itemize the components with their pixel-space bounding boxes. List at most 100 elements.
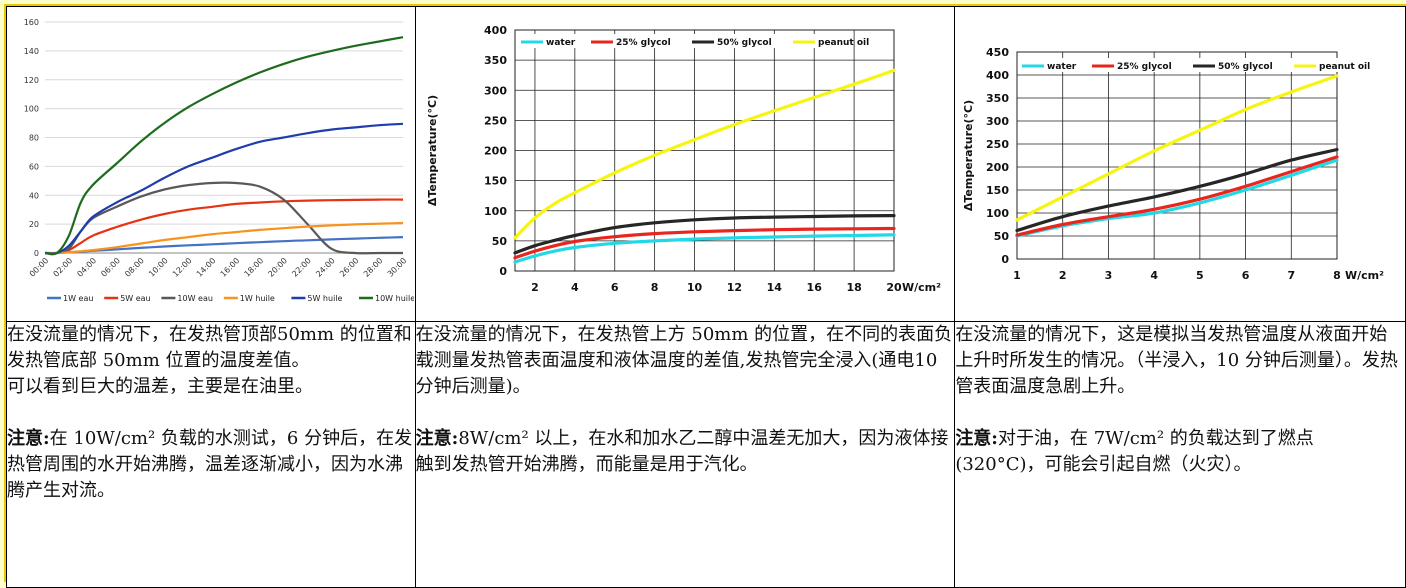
x-tick-label: 5	[1196, 269, 1204, 282]
x-tick-label: 22:00	[290, 256, 313, 279]
y-tick-label: 20	[29, 220, 39, 229]
y-tick-label: 40	[29, 191, 39, 200]
series-line	[44, 221, 404, 255]
legend-label: 50% glycol	[1218, 62, 1273, 72]
y-tick-label: 250	[484, 114, 507, 127]
x-tick-label: 4	[571, 281, 579, 294]
x-tick-label: 14:00	[195, 256, 218, 279]
text-cell-1: 在没流量的情况下，在发热管顶部50mm 的位置和发热管底部 50mm 位置的温度…	[6, 321, 416, 588]
series-line	[513, 214, 896, 255]
legend-label: peanut oil	[818, 38, 869, 48]
x-tick-label: 1	[1013, 269, 1021, 282]
col1-note: 注意:在 10W/cm² 负载的水测试，6 分钟后，在发热管周围的水开始沸腾，温…	[7, 426, 415, 504]
x-tick-label: 2	[531, 281, 539, 294]
series-line	[513, 233, 896, 264]
y-tick-label: 50	[994, 230, 1010, 243]
y-tick-label: 150	[484, 175, 507, 188]
plot-frame	[1016, 51, 1338, 260]
x-tick-label: 24:00	[314, 256, 337, 279]
y-tick-label: 120	[24, 76, 39, 85]
col1-observation: 可以看到巨大的温差，主要是在油里。	[7, 376, 313, 397]
legend-label: 25% glycol	[616, 38, 671, 48]
y-tick-label: 0	[499, 265, 507, 278]
series-line	[1015, 147, 1339, 233]
series-line	[44, 198, 404, 255]
text-cell-3: 在没流量的情况下，这是模拟当发热管温度从液面开始上升时所发生的情况。（半浸入，1…	[954, 321, 1406, 588]
series-line	[1015, 74, 1339, 222]
y-tick-label: 300	[484, 84, 507, 97]
x-tick-label: 10:00	[147, 256, 170, 279]
x-tick-label: 18:00	[243, 256, 266, 279]
x-tick-label: 16	[806, 281, 822, 294]
legend-label: 10W eau	[177, 294, 213, 303]
legend-label: 1W huile	[240, 294, 275, 303]
x-tick-label: 6	[1242, 269, 1250, 282]
x-axis-title: W/cm²	[1345, 269, 1384, 282]
plot-frame	[514, 29, 895, 272]
legend-label: 1W eau	[63, 294, 93, 303]
x-tick-label: 02:00	[52, 256, 75, 279]
legend-label: 10W huile	[375, 294, 414, 303]
x-tick-label: 16:00	[219, 256, 242, 279]
y-tick-label: 80	[29, 134, 39, 143]
legend-label: 50% glycol	[717, 38, 772, 48]
col3-note-text: 对于油，在 7W/cm² 的负载达到了燃点 (320°C)，可能会引起自燃（火灾…	[955, 428, 1314, 475]
col2-note-label: 注意:	[415, 428, 459, 449]
x-tick-label: 26:00	[338, 256, 361, 279]
comparison-table: 0 20 40 60 80 100 120 140 160 00:00 02:00 04:00 06:0…	[6, 6, 1406, 588]
legend-background	[1018, 58, 1349, 72]
y-tick-label: 400	[484, 24, 507, 37]
x-tick-label: 8	[650, 281, 658, 294]
series-line	[44, 236, 404, 255]
series-line	[44, 36, 404, 256]
y-axis-title: ΔTemperature(°C)	[962, 100, 975, 211]
x-tick-label: 12	[726, 281, 741, 294]
y-tick-label: 160	[24, 18, 39, 27]
y-tick-label: 150	[986, 184, 1009, 197]
y-tick-label: 450	[986, 46, 1009, 59]
x-tick-label: 12:00	[171, 256, 194, 279]
y-tick-label: 350	[986, 92, 1009, 105]
col3-note: 注意:对于油，在 7W/cm² 的负载达到了燃点 (320°C)，可能会引起自燃…	[955, 426, 1405, 478]
chart-row: 0 20 40 60 80 100 120 140 160 00:00 02:00 04:00 06:0…	[6, 6, 1406, 322]
legend-label: 5W eau	[120, 294, 150, 303]
col1-note-label: 注意:	[7, 428, 50, 449]
text-row: 在没流量的情况下，在发热管顶部50mm 的位置和发热管底部 50mm 位置的温度…	[6, 321, 1406, 588]
y-tick-label: 350	[484, 54, 507, 67]
chart-cell-3: 0 50 100 150 200 250 300 350 400 450 1 2 3 4 5 6 7 8 W/cm²…	[954, 6, 1406, 322]
page-frame	[4, 4, 1406, 582]
col2-note-text: 8W/cm² 以上，在水和加水乙二醇中温差无加大，因为液体接触到发热管开始沸腾，…	[415, 428, 949, 475]
y-tick-label: 200	[484, 145, 507, 158]
col3-note-label: 注意:	[955, 428, 998, 449]
x-tick-label: 8	[1333, 269, 1341, 282]
y-tick-label: 50	[491, 235, 507, 248]
series-line	[44, 122, 404, 255]
x-tick-label: 10	[687, 281, 703, 294]
y-tick-label: 100	[24, 105, 39, 114]
legend-label: water	[546, 38, 576, 48]
y-tick-label: 400	[986, 69, 1009, 82]
x-tick-label: 2	[1059, 269, 1067, 282]
y-tick-label: 60	[29, 162, 39, 171]
chart-temperature-time: 0 20 40 60 80 100 120 140 160 00:00 02:00 04:00 06:0…	[24, 18, 416, 303]
x-tick-label: 20	[886, 281, 902, 294]
col2-description: 在没流量的情况下，在发热管上方 50mm 的位置，在不同的表面负载测量发热管表面…	[415, 324, 953, 397]
legend-label: peanut oil	[1319, 62, 1370, 72]
x-tick-label: 18	[846, 281, 861, 294]
series-line	[513, 68, 896, 240]
series-line	[513, 226, 896, 260]
legend-label: 5W huile	[307, 294, 342, 303]
y-tick-label: 140	[24, 47, 39, 56]
x-tick-label: 00:00	[28, 256, 51, 279]
x-tick-label: 3	[1105, 269, 1113, 282]
x-tick-label: 7	[1288, 269, 1296, 282]
text-cell-2: 在没流量的情况下，在发热管上方 50mm 的位置，在不同的表面负载测量发热管表面…	[414, 321, 956, 588]
chart-cell-1: 0 20 40 60 80 100 120 140 160 00:00 02:00 04:00 06:0…	[6, 6, 416, 322]
series-line	[1015, 155, 1339, 237]
x-tick-label: 28:00	[362, 256, 385, 279]
y-tick-label: 200	[986, 161, 1009, 174]
y-tick-label: 100	[986, 207, 1009, 220]
y-tick-label: 300	[986, 115, 1009, 128]
x-tick-label: 4	[1151, 269, 1159, 282]
x-tick-label: 6	[611, 281, 619, 294]
